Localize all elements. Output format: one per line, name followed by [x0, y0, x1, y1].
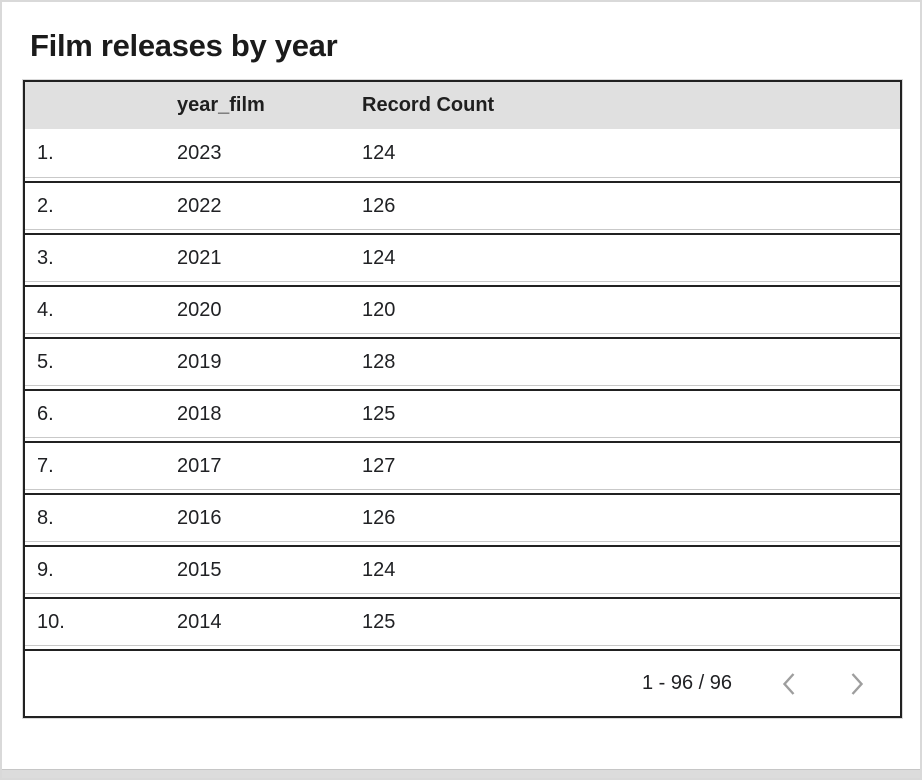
cell-record-count: 124: [362, 141, 396, 164]
page-title: Film releases by year: [30, 28, 338, 63]
cell-year-film: 2014: [177, 610, 222, 633]
cell-year-film: 2019: [177, 350, 222, 373]
cell-year-film: 2022: [177, 194, 222, 217]
cell-record-count: 124: [362, 246, 396, 269]
row-index: 2.: [37, 194, 54, 217]
cell-record-count: 126: [362, 194, 396, 217]
data-table: year_film Record Count 1. 2023 124 2. 20…: [23, 80, 902, 718]
cell-year-film: 2017: [177, 454, 222, 477]
cell-record-count: 120: [362, 298, 396, 321]
table-row: 10. 2014 125: [25, 597, 900, 646]
table-header-row: year_film Record Count: [25, 82, 900, 129]
cell-record-count: 124: [362, 558, 396, 581]
cell-record-count: 127: [362, 454, 396, 477]
header-cell-year-film[interactable]: year_film: [177, 94, 265, 116]
table-row: 4. 2020 120: [25, 285, 900, 334]
table-row: 2. 2022 126: [25, 181, 900, 230]
table-row: 8. 2016 126: [25, 493, 900, 542]
cell-record-count: 125: [362, 610, 396, 633]
table-row: 3. 2021 124: [25, 233, 900, 282]
cell-record-count: 126: [362, 506, 396, 529]
table-footer: 1 - 96 / 96: [25, 649, 900, 716]
cell-year-film: 2015: [177, 558, 222, 581]
pagination-prev-button[interactable]: [776, 670, 804, 698]
table-row: 7. 2017 127: [25, 441, 900, 490]
table-row: 6. 2018 125: [25, 389, 900, 438]
chevron-right-icon: [851, 672, 864, 695]
row-index: 6.: [37, 402, 54, 425]
cell-year-film: 2021: [177, 246, 222, 269]
cell-year-film: 2018: [177, 402, 222, 425]
row-index: 7.: [37, 454, 54, 477]
chevron-left-icon: [782, 672, 795, 695]
row-index: 8.: [37, 506, 54, 529]
cell-year-film: 2020: [177, 298, 222, 321]
row-index: 1.: [37, 141, 54, 164]
cell-record-count: 125: [362, 402, 396, 425]
table-row: 9. 2015 124: [25, 545, 900, 594]
page-bottom-strip: [2, 769, 920, 778]
row-index: 5.: [37, 350, 54, 373]
cell-record-count: 128: [362, 350, 396, 373]
row-index: 4.: [37, 298, 54, 321]
pagination-range: 1 - 96 / 96: [641, 672, 732, 694]
table-row: 1. 2023 124: [25, 129, 900, 178]
table-row: 5. 2019 128: [25, 337, 900, 386]
row-index: 10.: [37, 610, 65, 633]
row-index: 3.: [37, 246, 54, 269]
row-index: 9.: [37, 558, 54, 581]
pagination-next-button[interactable]: [842, 670, 870, 698]
header-cell-record-count[interactable]: Record Count: [362, 94, 495, 116]
cell-year-film: 2016: [177, 506, 222, 529]
cell-year-film: 2023: [177, 141, 222, 164]
